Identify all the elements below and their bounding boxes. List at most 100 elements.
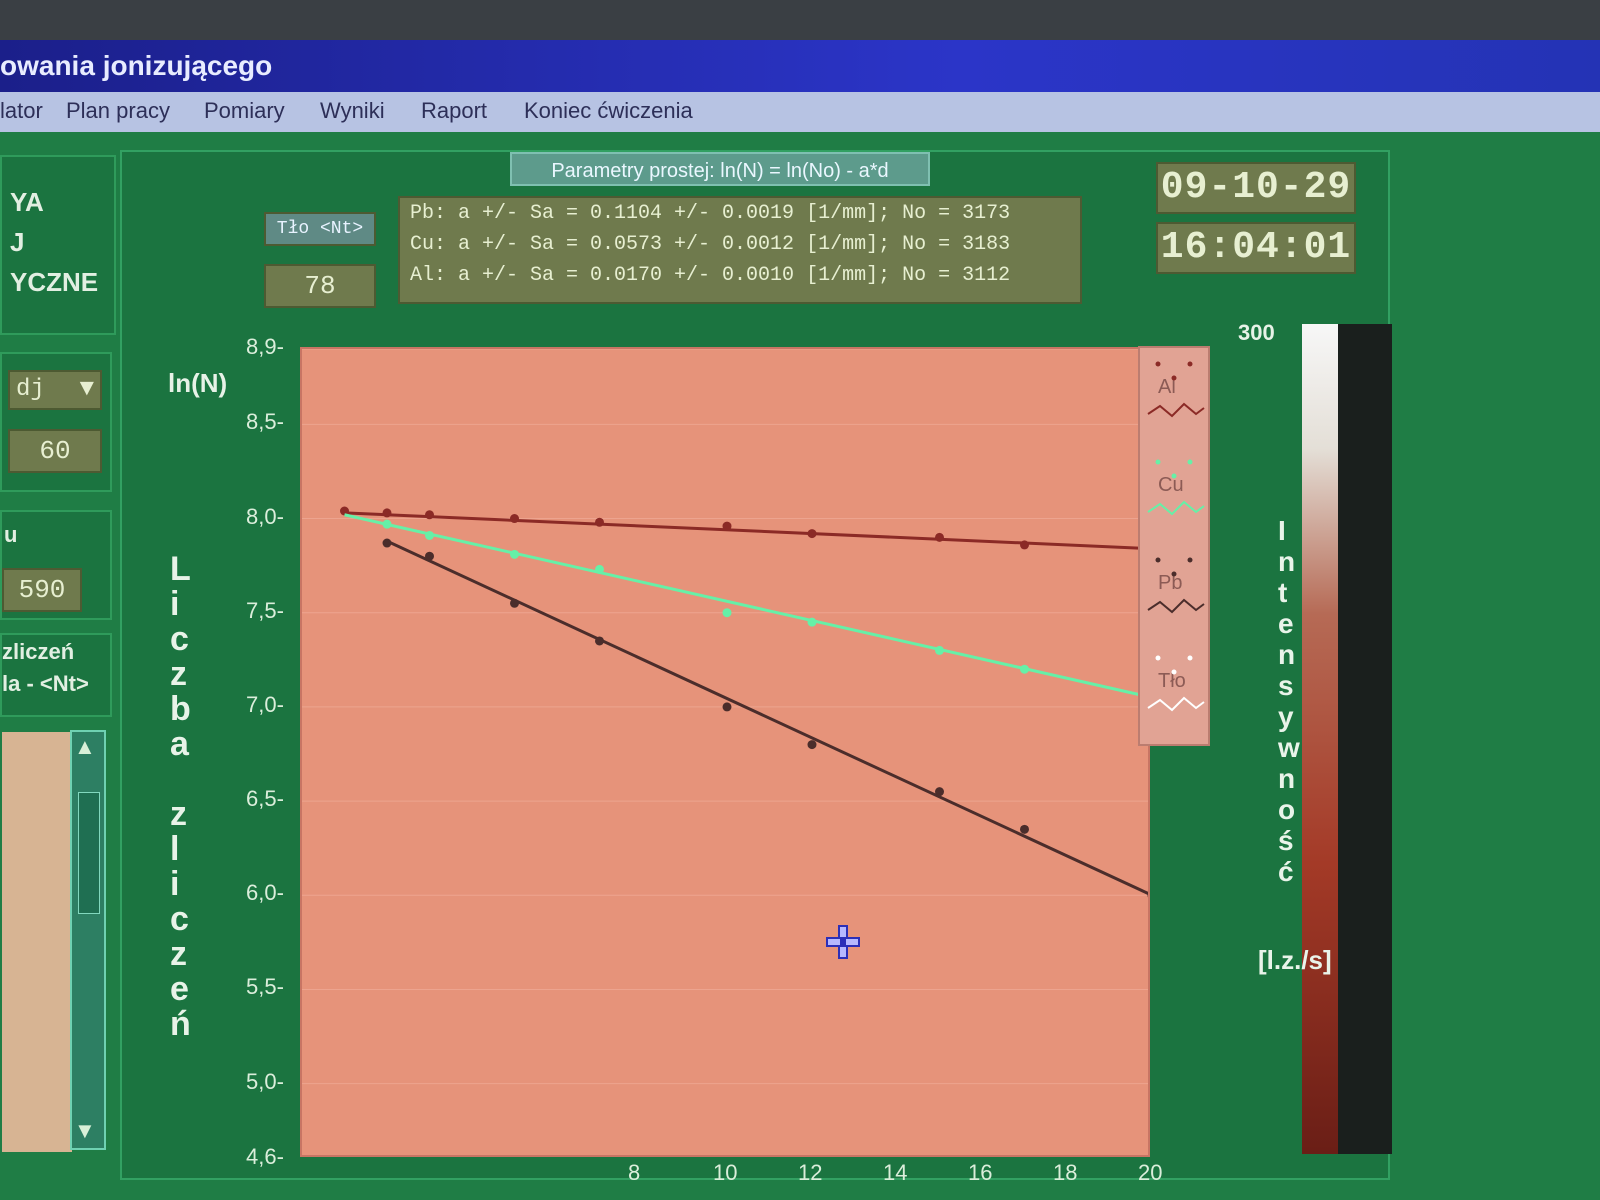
x-tick-label: 8: [628, 1160, 641, 1185]
data-point-al: [425, 510, 434, 520]
left-header-line-2: J: [10, 227, 25, 257]
y-axis-title-letter: z: [170, 795, 187, 833]
y-tick-label: 7,5-: [246, 597, 284, 623]
left-settings-panel: dj ▼ 60: [0, 352, 112, 492]
data-point-al: [510, 514, 519, 524]
legend-label: Tło: [1158, 670, 1186, 692]
legend-item-cu: Cu: [1146, 452, 1206, 542]
data-point-pb: [382, 538, 392, 548]
intensity-title-letter: n: [1278, 546, 1296, 577]
intensity-title-letter: w: [1278, 732, 1300, 763]
intensity-title-letter: n: [1278, 763, 1296, 794]
data-point-pb: [595, 636, 604, 646]
data-point-pb: [1020, 824, 1029, 834]
y-axis-title-letter: b: [170, 690, 191, 728]
y-tick-label: 6,0-: [246, 880, 284, 906]
data-point-al: [1020, 540, 1029, 550]
scroll-up-icon[interactable]: ▲: [74, 734, 96, 759]
y-axis-title-letter: c: [170, 620, 189, 658]
chart-legend: Al Cu Pb Tło: [1138, 346, 1210, 746]
y-axis-title-letter: c: [170, 900, 189, 938]
data-point-cu: [595, 564, 604, 574]
y-axis-title-letter: z: [170, 655, 187, 693]
intensity-bar-background: [1338, 324, 1392, 1154]
data-point-cu: [382, 519, 392, 529]
intensity-title-letter: s: [1278, 670, 1294, 701]
y-axis-title-letter: z: [170, 935, 187, 973]
legend-label: Al: [1158, 376, 1176, 398]
menu-item-wyniki[interactable]: Wyniki: [320, 98, 385, 123]
data-point-pb: [425, 551, 434, 561]
menu-item-raport[interactable]: Raport: [421, 98, 488, 123]
intensity-title-letter: ś: [1278, 825, 1294, 856]
data-point-al: [595, 517, 604, 527]
x-tick-label: 16: [968, 1160, 993, 1185]
fit-line-pb: [386, 539, 1148, 896]
fit-line-al: [344, 511, 1148, 550]
x-tick-label: 20: [1138, 1160, 1163, 1185]
scroll-down-icon[interactable]: ▼: [74, 1118, 96, 1143]
y-tick-label: 4,6-: [246, 1144, 284, 1169]
plot-svg: [302, 349, 1148, 1085]
y-tick-label: 6,5-: [246, 786, 284, 812]
time-value[interactable]: 590: [2, 568, 82, 612]
y-tick-label: 5,0-: [246, 1068, 284, 1094]
chevron-down-icon: ▼: [79, 376, 94, 403]
intensity-title-letter: I: [1278, 515, 1286, 546]
y-axis-title-letter: i: [170, 865, 180, 903]
menu-item-koniec-cwiczenia[interactable]: Koniec ćwiczenia: [524, 98, 693, 123]
data-point-al: [340, 506, 349, 516]
date-display: 09-10-29: [1156, 162, 1356, 214]
y-tick-label: 7,0-: [246, 691, 284, 717]
intensity-unit: [l.z./s]: [1258, 945, 1332, 975]
menu-bar: lator Plan pracy Pomiary Wyniki Raport K…: [0, 92, 1600, 132]
data-point-al: [935, 532, 944, 542]
time-section-label: u: [4, 522, 18, 547]
legend-swatch-icon: [1147, 459, 1205, 516]
results-scrollbar[interactable]: ▲ ▼: [70, 730, 106, 1150]
x-tick-label: 10: [713, 1160, 738, 1185]
data-point-cu: [807, 617, 817, 627]
data-point-cu: [722, 608, 732, 618]
mode-dropdown[interactable]: dj ▼: [8, 370, 102, 410]
data-point-pb: [935, 787, 944, 797]
intensity-title-letter: y: [1278, 701, 1294, 732]
params-display: Pb: a +/- Sa = 0.1104 +/- 0.0019 [1/mm];…: [398, 196, 1082, 304]
intensity-bar: [1302, 324, 1338, 1154]
data-point-cu: [510, 549, 519, 559]
params-row-pb: Pb: a +/- Sa = 0.1104 +/- 0.0019 [1/mm];…: [410, 202, 1011, 225]
menu-item-pomiary[interactable]: Pomiary: [204, 98, 285, 123]
time-display: 16:04:01: [1156, 222, 1356, 274]
y-tick-label: 5,5-: [246, 974, 284, 1000]
fit-line-cu: [344, 513, 1148, 699]
y-axis-title-letter: i: [170, 585, 180, 623]
y-axis-title-letter: ń: [170, 1005, 191, 1043]
x-tick-label: 14: [883, 1160, 908, 1185]
y-axis-title-letter: a: [170, 725, 189, 763]
data-point-pb: [1147, 893, 1148, 898]
crosshair-cursor-icon: [826, 925, 860, 959]
menu-item-plan-pracy[interactable]: Plan pracy: [66, 98, 170, 123]
legend-item-pb: Pb: [1146, 550, 1206, 640]
data-point-cu: [425, 530, 434, 540]
intensity-top-tick: 300: [1238, 320, 1275, 345]
data-point-al: [382, 508, 392, 518]
params-row-cu: Cu: a +/- Sa = 0.0573 +/- 0.0012 [1/mm];…: [410, 233, 1011, 256]
menu-item-lator[interactable]: lator: [0, 98, 43, 123]
legend-swatch-icon: [1147, 361, 1205, 418]
left-header-panel: YA J YCZNE: [0, 155, 116, 335]
left-time-panel: u 590: [0, 510, 112, 620]
left-header-line-3: YCZNE: [10, 267, 99, 297]
left-header-line-1: YA: [10, 187, 44, 217]
legend-label: Pb: [1158, 572, 1183, 594]
value-box[interactable]: 60: [8, 429, 102, 473]
scroll-thumb[interactable]: [78, 792, 100, 914]
results-list[interactable]: [0, 730, 74, 1154]
x-tick-label: 18: [1053, 1160, 1078, 1185]
counts-label-line-1: zliczeń: [2, 639, 75, 664]
data-point-cu: [935, 645, 944, 655]
data-point-pb: [807, 740, 817, 750]
intensity-title-letter: n: [1278, 639, 1296, 670]
window-title: owania jonizującego: [0, 50, 273, 81]
data-point-al: [807, 529, 817, 539]
